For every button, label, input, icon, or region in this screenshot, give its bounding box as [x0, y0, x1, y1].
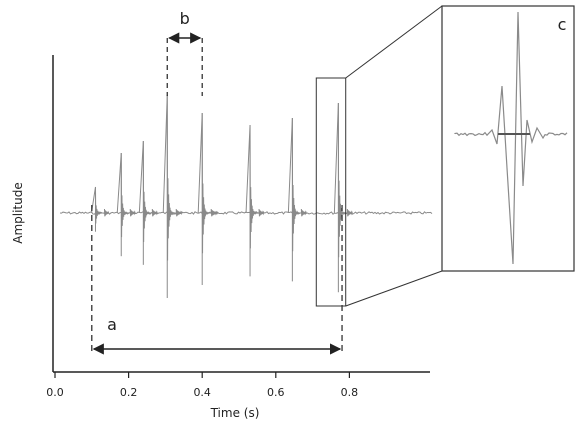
- pulse-2: [116, 152, 136, 257]
- x-ticks: 0.0 0.2 0.4 0.6 0.8: [46, 372, 358, 399]
- pulse-trace: [245, 124, 265, 249]
- pulse-trace: [287, 117, 307, 252]
- x-axis-title: Time (s): [210, 406, 260, 420]
- y-axis-title: Amplitude: [11, 182, 25, 244]
- pulse-trace: [333, 102, 353, 258]
- x-tick-label: 0.2: [120, 386, 138, 399]
- pulse-trace: [197, 112, 219, 254]
- pulse-trace: [162, 94, 183, 261]
- pulse-3: [138, 140, 158, 265]
- x-tick-label: 0.6: [267, 386, 285, 399]
- x-tick-label: 0.4: [193, 386, 211, 399]
- inset-waveform: [454, 11, 568, 265]
- zoom-connector-top: [345, 5, 443, 79]
- axes: [52, 55, 430, 373]
- plot-area: [59, 94, 433, 298]
- interval-b-label: b: [180, 9, 190, 28]
- pulse-trace: [116, 152, 136, 238]
- pulse-trace: [90, 186, 110, 224]
- x-tick-label: 0.8: [341, 386, 359, 399]
- x-tick-label: 0.0: [46, 386, 64, 399]
- pulse-1: [90, 186, 110, 232]
- interval-a-label: a: [107, 315, 117, 334]
- pulse-8: [333, 102, 353, 293]
- inset-frame: [441, 5, 575, 272]
- zoom-connector-bottom: [345, 270, 443, 307]
- pulse-6: [245, 124, 265, 277]
- pulse-7: [287, 117, 307, 282]
- interval-b: b: [166, 9, 203, 96]
- pulse-4: [162, 94, 183, 298]
- inset-label: c: [558, 15, 567, 34]
- zoom-source-box: [315, 77, 347, 307]
- zoom-inset: c: [315, 5, 575, 307]
- pulse-trace: [138, 140, 158, 242]
- annotations: ab: [91, 9, 343, 355]
- interval-a: a: [91, 205, 343, 355]
- pulse-5: [197, 112, 219, 285]
